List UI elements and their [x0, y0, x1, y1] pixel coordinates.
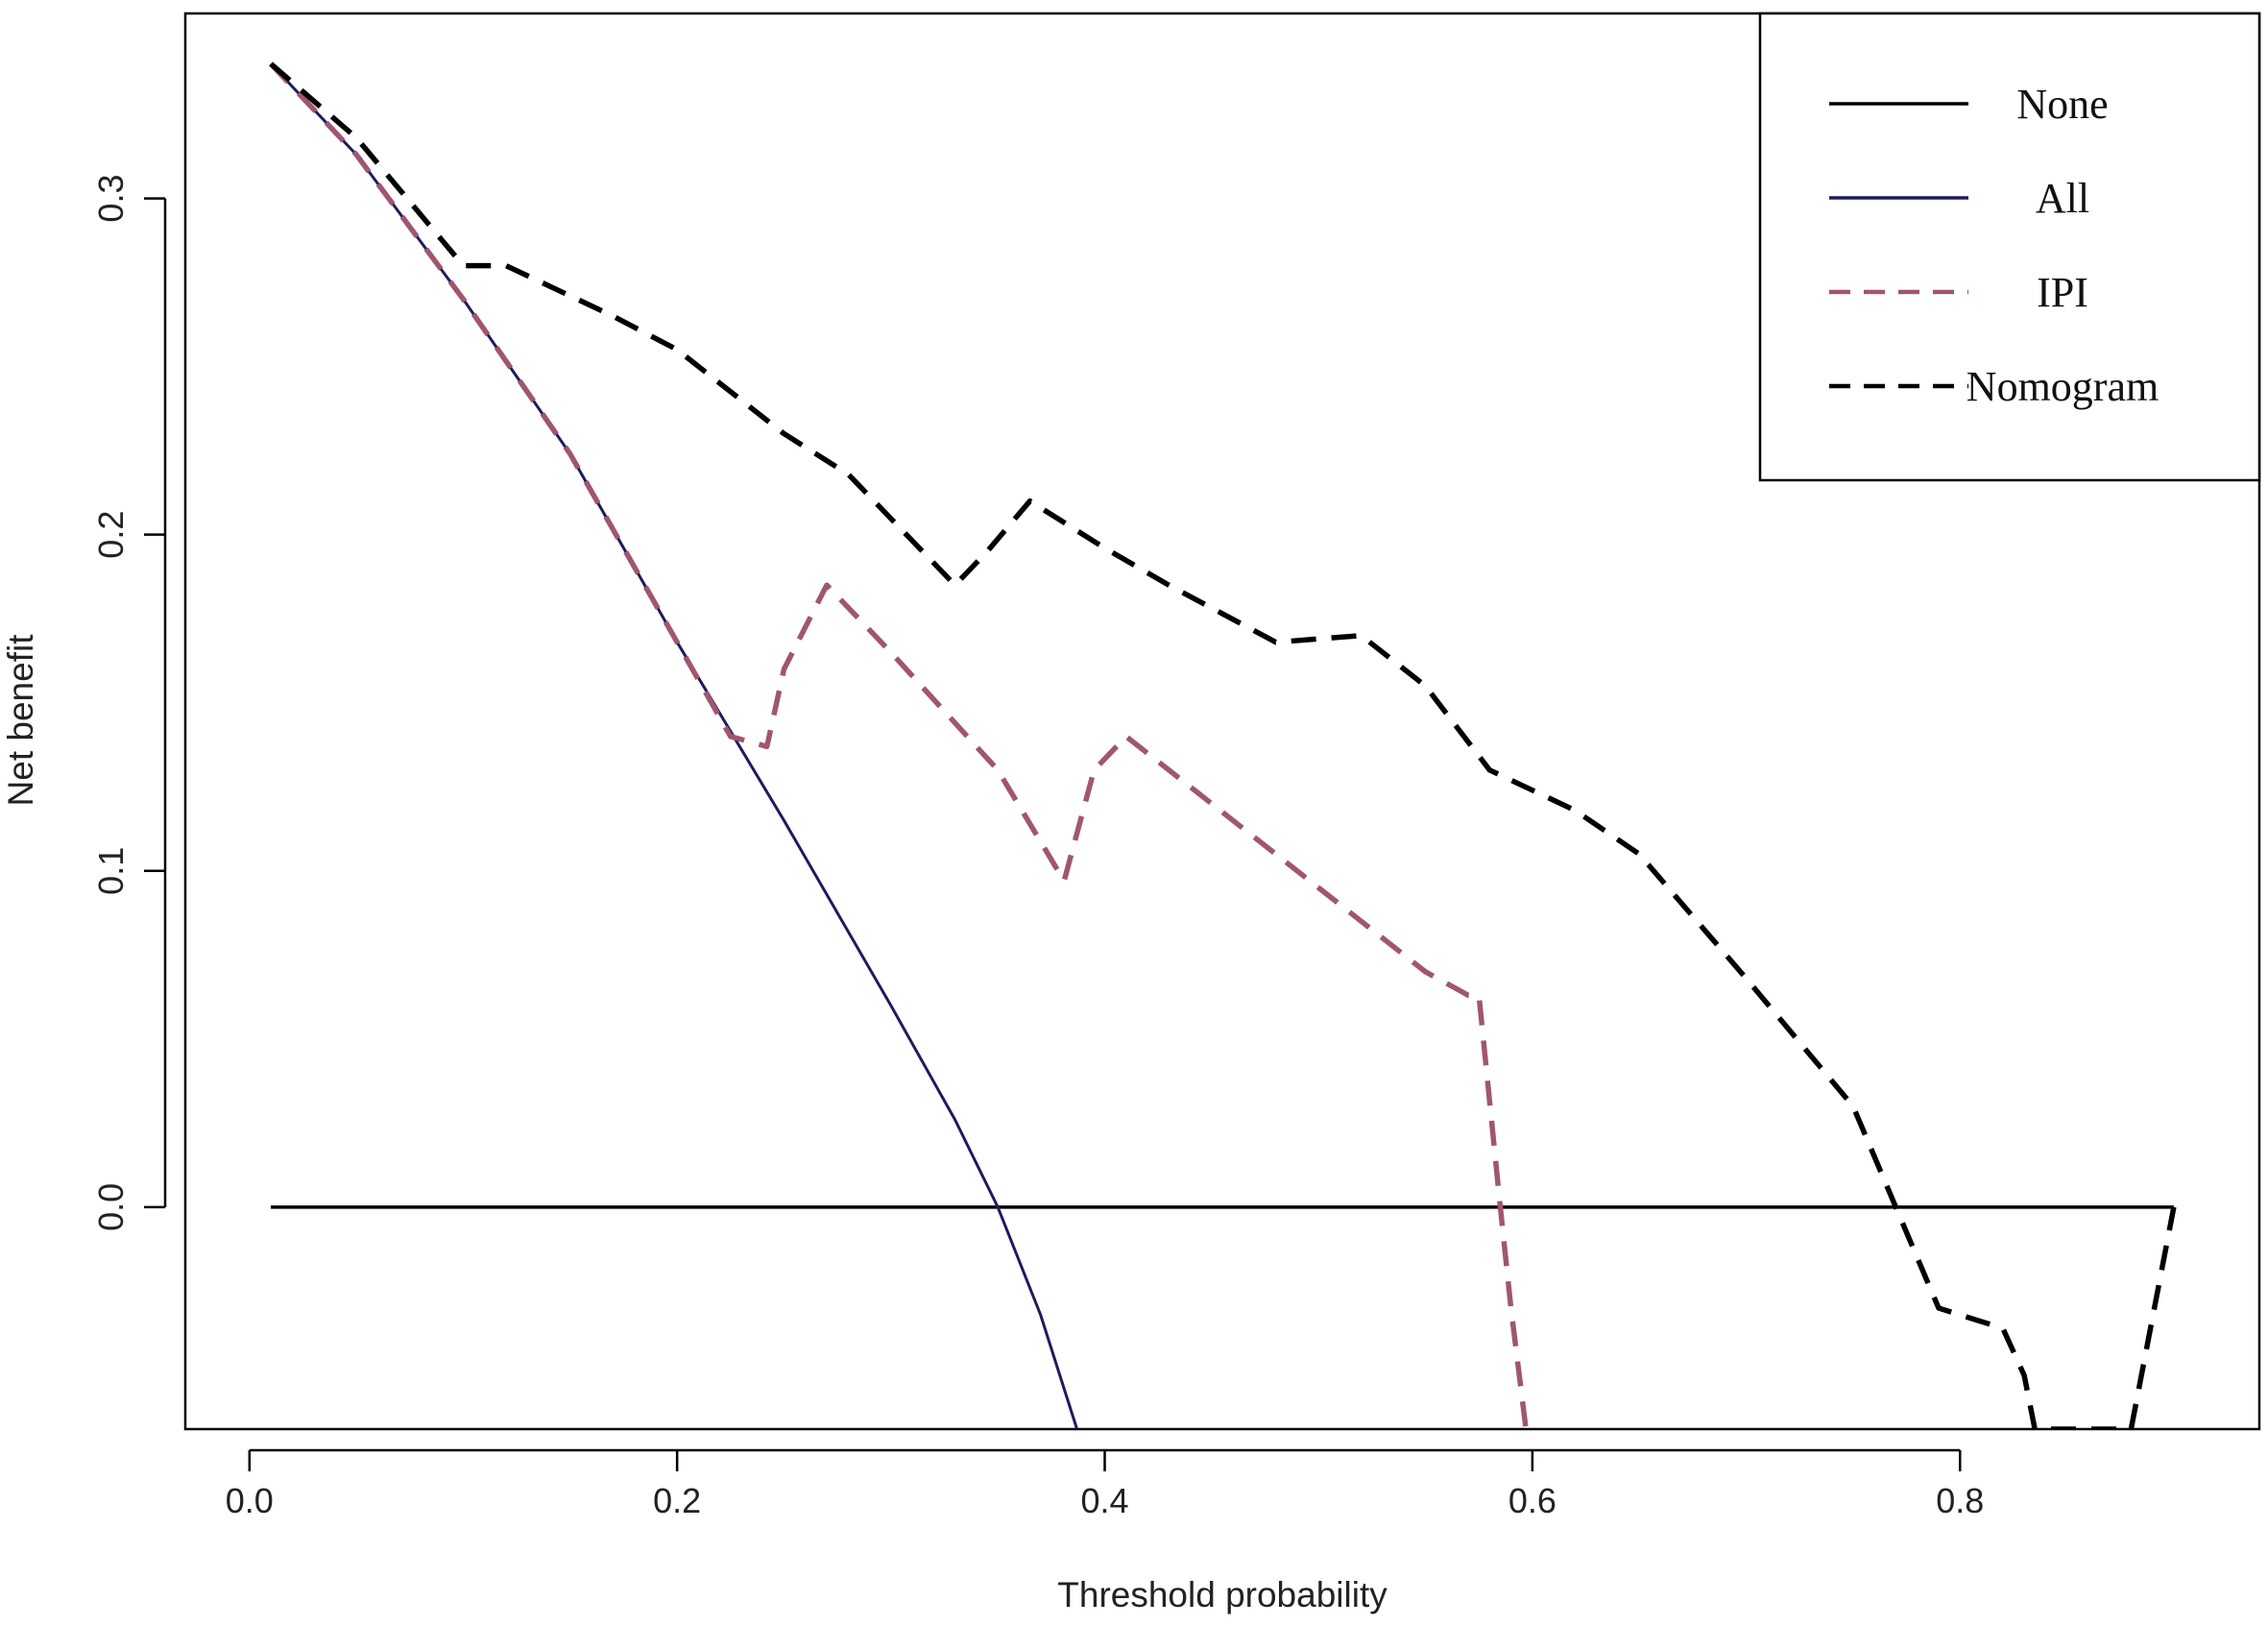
plot-frame	[183, 12, 2261, 1431]
x-axis: 0.0 0.2 0.4 0.6 0.8	[226, 1448, 1984, 1520]
y-tick-label: 0.0	[91, 1183, 131, 1231]
y-axis-label: Net benefit	[1, 634, 40, 807]
y-tick-label: 0.2	[91, 511, 131, 559]
y-tick-label: 0.1	[91, 847, 131, 895]
legend-label-all: All	[2036, 175, 2089, 222]
series-line-nomogram	[269, 61, 2177, 1429]
legend-label-none: None	[2016, 81, 2108, 128]
x-axis-label: Threshold probability	[1057, 1575, 1387, 1614]
legend: None All IPI Nomogram	[1758, 12, 2261, 482]
x-tick-label: 0.0	[226, 1481, 274, 1520]
series-line-all	[270, 62, 1079, 1429]
x-tick-label: 0.8	[1936, 1481, 1984, 1520]
series-layer	[269, 61, 2177, 1429]
legend-label-nomogram: Nomogram	[1966, 363, 2159, 410]
x-tick-label: 0.4	[1081, 1481, 1129, 1520]
legend-box	[1758, 12, 2261, 482]
y-tick-label: 0.3	[91, 175, 131, 223]
x-tick-label: 0.6	[1508, 1481, 1556, 1520]
x-tick-label: 0.2	[653, 1481, 701, 1520]
series-line-ipi	[269, 61, 1529, 1429]
y-axis: 0.0 0.1 0.2 0.3	[91, 175, 167, 1231]
legend-label-ipi: IPI	[2037, 269, 2088, 316]
